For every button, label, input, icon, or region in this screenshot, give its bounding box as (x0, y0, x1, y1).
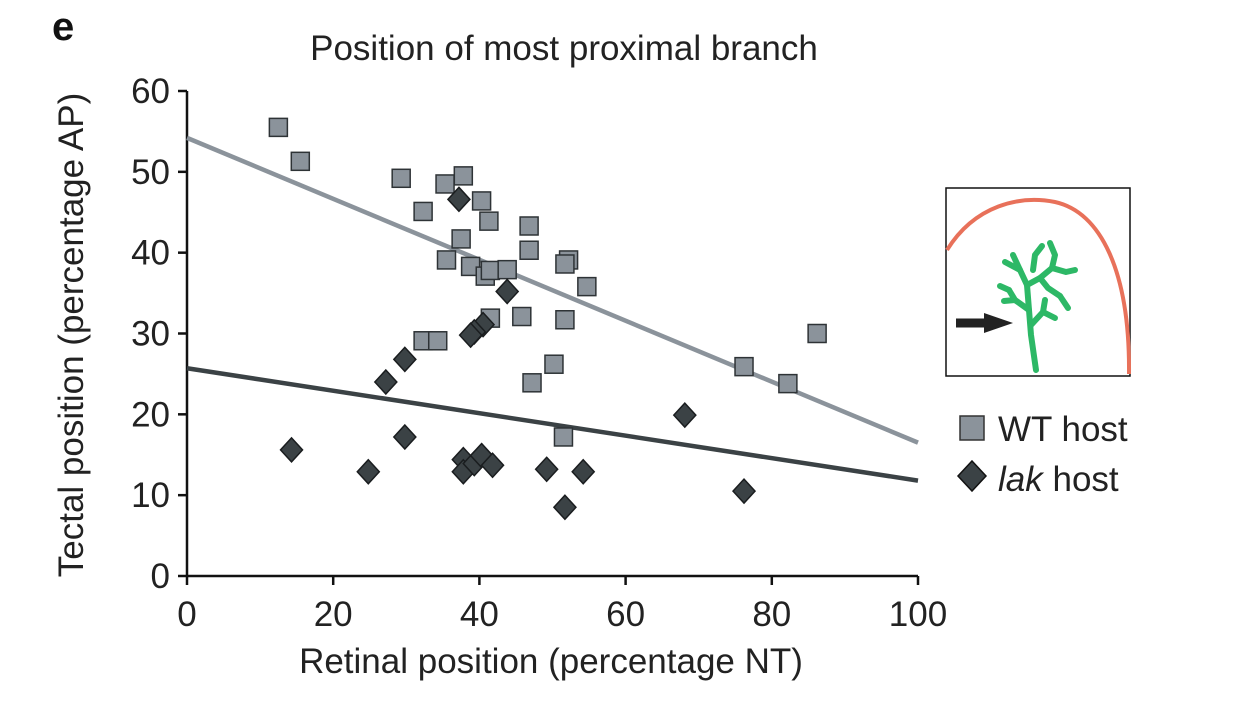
legend: WT host lak host (956, 410, 1128, 499)
data-point-wt (544, 354, 564, 374)
y-tick-label: 0 (151, 557, 170, 596)
trendlines (186, 135, 919, 483)
data-point-lak (732, 478, 757, 505)
data-point-lak (373, 368, 398, 396)
x-tick-label: 80 (752, 595, 791, 634)
legend-marker-wt (959, 415, 985, 441)
data-point-wt (778, 373, 798, 394)
chart-title: Position of most proximal branch (310, 29, 818, 68)
tick-labels: 0 20 40 60 80 100 0 10 20 30 40 50 60 (131, 72, 947, 634)
legend-label-lak: lak host (998, 460, 1119, 499)
data-point-lak (458, 322, 483, 349)
data-point-lak (534, 456, 559, 483)
legend-marker-lak (956, 459, 988, 493)
data-point-wt (555, 310, 575, 330)
data-point-wt (553, 427, 574, 447)
data-point-wt (497, 259, 517, 280)
y-tick-label: 40 (131, 234, 170, 273)
y-tick-label: 20 (131, 395, 170, 434)
data-point-wt (391, 168, 411, 189)
data-point-wt (435, 174, 455, 194)
trendline-lak (186, 366, 919, 483)
inset-illustration (945, 187, 1132, 377)
arrow-pointer-icon (956, 313, 1013, 333)
y-axis-label: Tectal position (percentage AP) (52, 93, 91, 577)
y-tick-label: 10 (131, 476, 170, 515)
panel-label: e (52, 5, 74, 49)
data-point-wt (512, 306, 532, 327)
data-point-lak (356, 458, 381, 485)
data-point-wt (453, 166, 474, 186)
data-point-wt (522, 373, 542, 393)
data-point-lak (495, 278, 520, 305)
trendline-wt (186, 135, 919, 445)
markers (268, 117, 827, 521)
data-point-lak (279, 436, 304, 464)
data-point-wt (519, 216, 539, 236)
data-point-lak (392, 423, 417, 451)
y-tick-label: 60 (131, 72, 170, 111)
data-point-wt (519, 240, 539, 260)
ticks (178, 89, 920, 585)
data-point-lak (571, 458, 596, 485)
data-point-lak (672, 402, 697, 429)
data-point-wt (471, 191, 492, 211)
data-point-wt (427, 331, 448, 351)
y-tick-label: 30 (131, 315, 170, 354)
data-point-wt (268, 117, 289, 138)
data-point-wt (480, 260, 501, 281)
data-point-wt (479, 211, 499, 231)
x-tick-label: 100 (889, 595, 947, 634)
data-point-lak (480, 452, 505, 479)
tectum-arc-icon (945, 198, 1132, 375)
x-tick-label: 20 (314, 595, 353, 634)
data-point-wt (555, 254, 575, 274)
data-point-lak (392, 346, 417, 373)
x-tick-label: 40 (460, 595, 499, 634)
data-point-wt (807, 323, 827, 344)
data-point-lak (446, 186, 471, 213)
x-tick-label: 60 (606, 595, 645, 634)
x-tick-label: 0 (177, 595, 196, 634)
data-point-wt (734, 356, 754, 377)
data-point-wt (451, 229, 471, 249)
y-tick-label: 50 (131, 153, 170, 192)
data-point-wt (290, 151, 311, 172)
axon-branch-icon (997, 240, 1078, 373)
x-axis-label: Retinal position (percentage NT) (299, 642, 803, 681)
data-point-wt (577, 276, 597, 297)
legend-label-wt: WT host (998, 410, 1128, 449)
data-point-wt (413, 201, 433, 222)
data-point-wt (436, 250, 457, 270)
data-point-lak (552, 494, 577, 521)
